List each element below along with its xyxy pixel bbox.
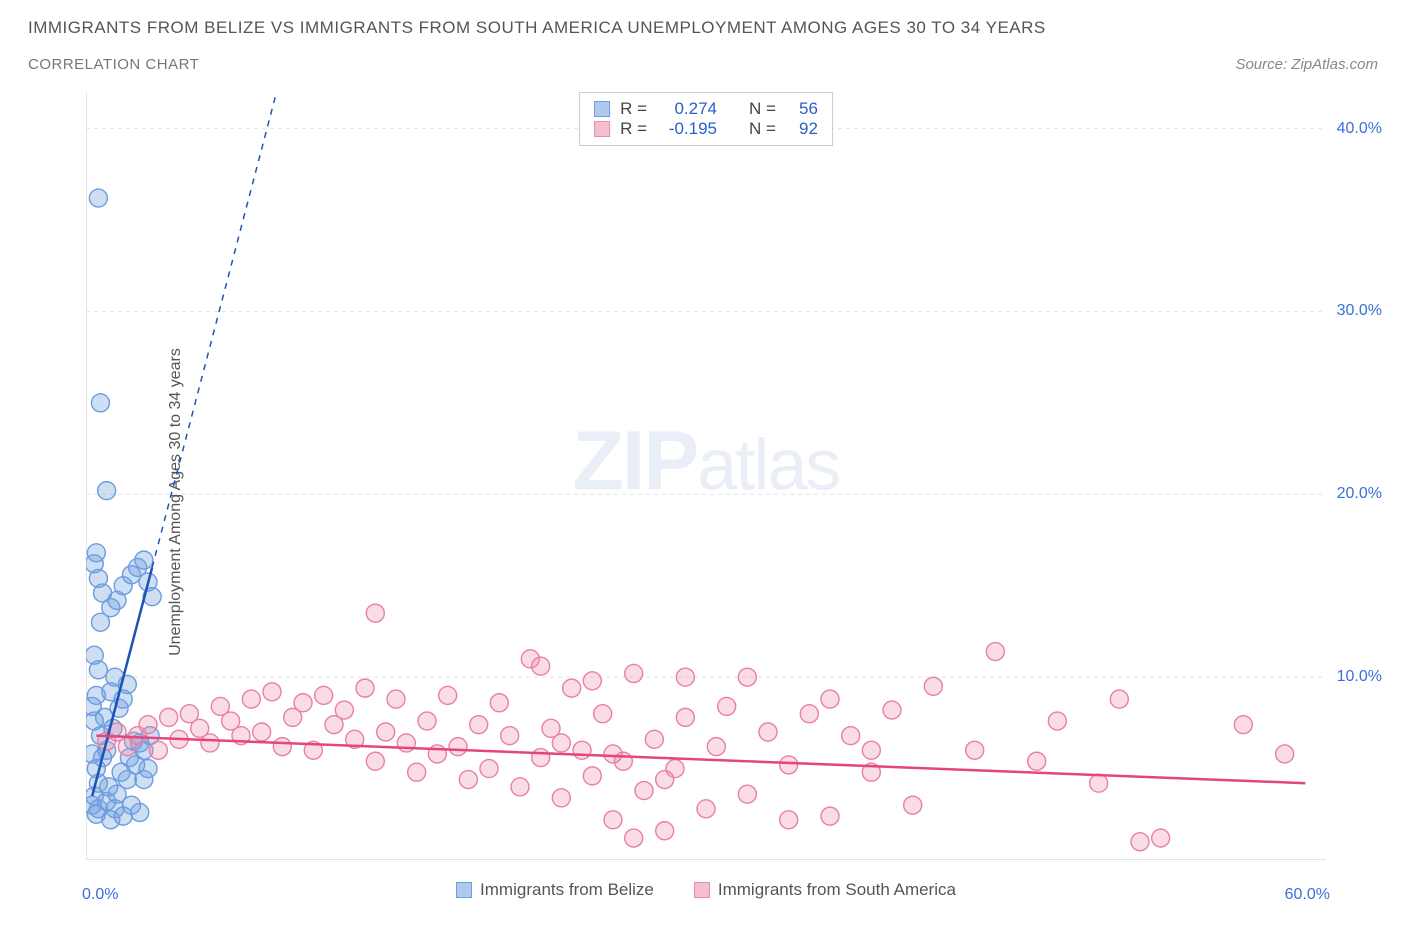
swatch-sa <box>594 121 610 137</box>
n-label-1: N = <box>749 119 776 139</box>
swatch-belize <box>594 101 610 117</box>
legend-label-sa: Immigrants from South America <box>718 880 956 900</box>
n-value-1: 92 <box>786 119 818 139</box>
header: IMMIGRANTS FROM BELIZE VS IMMIGRANTS FRO… <box>0 0 1406 79</box>
n-value-0: 56 <box>786 99 818 119</box>
stats-row-belize: R = 0.274 N = 56 <box>594 99 818 119</box>
chart-container: Unemployment Among Ages 30 to 34 years R… <box>28 92 1386 912</box>
legend-swatch-belize <box>456 882 472 898</box>
chart-subtitle: CORRELATION CHART <box>28 56 199 73</box>
r-label-0: R = <box>620 99 647 119</box>
series-legend: Immigrants from Belize Immigrants from S… <box>86 880 1326 900</box>
source-label: Source: ZipAtlas.com <box>1235 56 1378 73</box>
stats-row-sa: R = -0.195 N = 92 <box>594 119 818 139</box>
r-value-0: 0.274 <box>657 99 717 119</box>
plot-area: R = 0.274 N = 56 R = -0.195 N = 92 ZIPat… <box>86 92 1326 860</box>
y-tick-label: 10.0% <box>1337 668 1382 686</box>
r-label-1: R = <box>620 119 647 139</box>
legend-item-belize: Immigrants from Belize <box>456 880 654 900</box>
y-tick-label: 40.0% <box>1337 120 1382 138</box>
y-ticks: 10.0% 20.0% 30.0% 40.0% <box>1328 92 1386 860</box>
legend-item-sa: Immigrants from South America <box>694 880 956 900</box>
chart-title: IMMIGRANTS FROM BELIZE VS IMMIGRANTS FRO… <box>28 18 1378 38</box>
y-tick-label: 20.0% <box>1337 485 1382 503</box>
legend-label-belize: Immigrants from Belize <box>480 880 654 900</box>
r-value-1: -0.195 <box>657 119 717 139</box>
stats-legend: R = 0.274 N = 56 R = -0.195 N = 92 <box>579 92 833 146</box>
legend-swatch-sa <box>694 882 710 898</box>
scatter-svg <box>86 92 1326 860</box>
y-tick-label: 30.0% <box>1337 302 1382 320</box>
n-label-0: N = <box>749 99 776 119</box>
